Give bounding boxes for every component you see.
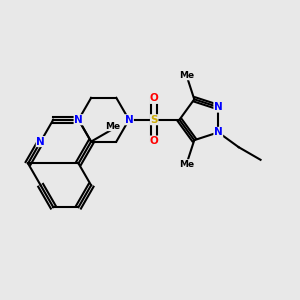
Text: N: N [74, 115, 83, 125]
Text: Me: Me [179, 71, 194, 80]
Text: O: O [150, 136, 159, 146]
Text: N: N [36, 136, 45, 147]
Text: N: N [214, 102, 223, 112]
Text: Me: Me [105, 122, 121, 131]
Text: Me: Me [179, 160, 194, 169]
Text: O: O [150, 93, 159, 103]
Text: S: S [151, 115, 158, 125]
Text: N: N [214, 128, 223, 137]
Text: N: N [124, 115, 133, 125]
